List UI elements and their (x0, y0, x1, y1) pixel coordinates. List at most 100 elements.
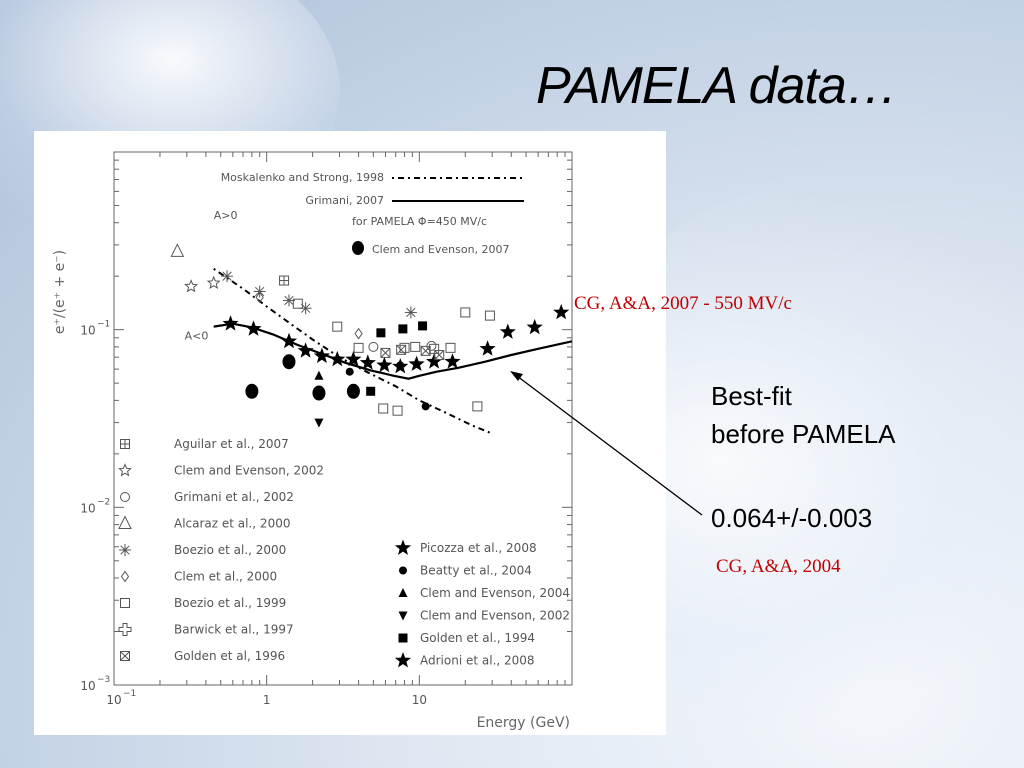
legend-label: Golden et al., 1994 (420, 631, 535, 645)
legend-entry-left: Clem and Evenson, 2002 (118, 463, 324, 478)
data-point (297, 342, 314, 358)
plot-frame (113, 151, 573, 686)
legend-label: Aguilar et al., 2007 (174, 437, 289, 451)
data-point (170, 243, 185, 257)
y-tick-label: 10 −1 (80, 320, 110, 338)
data-point (313, 347, 330, 363)
marker-asterisk-stroke (284, 295, 294, 306)
marker-box-x (434, 350, 445, 360)
y-tick-label-exponent: −1 (97, 320, 110, 330)
marker-star (426, 353, 443, 369)
marker-big-dot (282, 354, 296, 370)
marker-diamond (255, 291, 264, 304)
legend-entry-left: Boezio et al., 2000 (119, 543, 286, 557)
data-point (345, 367, 354, 376)
legend-label: Clem et al., 2000 (174, 570, 277, 584)
marker-box (120, 651, 130, 661)
marker-star (408, 355, 425, 371)
marker-star (444, 353, 461, 369)
data-point (479, 340, 496, 356)
data-point (292, 298, 303, 309)
data-point (398, 324, 408, 334)
marker-filled-triangle-down (314, 418, 324, 428)
marker-open-star (206, 275, 221, 289)
legend-entry-left: Clem et al., 2000 (120, 570, 277, 584)
data-point (410, 341, 421, 352)
marker-square (429, 343, 440, 354)
data-point (499, 323, 516, 339)
legend-label: Golden et al, 1996 (174, 649, 285, 663)
y-tick-label-base: 10 (80, 324, 95, 338)
x-tick-label: 1 (263, 693, 271, 707)
data-point (526, 318, 543, 335)
marker-box-x (380, 348, 391, 358)
marker-star (313, 347, 330, 363)
marker-big-dot (312, 385, 326, 401)
legend-label: Grimani et al., 2002 (174, 490, 294, 504)
marker-filled-triangle-up (314, 370, 324, 380)
marker-filled-square (376, 328, 386, 338)
model-legend-label: for PAMELA Φ=450 MV/c (352, 215, 487, 228)
marker-diamond (120, 570, 130, 583)
marker-star (222, 315, 239, 331)
legend-entry-right: Clem and Evenson, 2004 (398, 586, 570, 600)
marker-square (292, 298, 303, 309)
marker-star (553, 303, 570, 320)
model-line-grimani-2007 (213, 322, 573, 380)
marker-square (392, 405, 403, 416)
legend-entry-left: Boezio et al., 1999 (120, 596, 286, 610)
data-point (445, 342, 456, 353)
legend-label: Boezio et al., 2000 (174, 543, 286, 557)
marker-star (359, 354, 376, 370)
marker-square (399, 342, 410, 353)
legend-marker (118, 623, 132, 636)
y-tick-label-exponent: −2 (97, 497, 110, 507)
marker-square (353, 342, 364, 353)
legend-entry-left: Barwick et al., 1997 (118, 623, 294, 637)
legend-label: Alcaraz et al., 2000 (174, 517, 290, 531)
data-point (444, 353, 461, 369)
bestfit-label-line2: before PAMELA (711, 419, 896, 449)
data-point (376, 356, 393, 373)
legend-entry-right: Golden et al., 1994 (398, 631, 535, 645)
legend-entry-right: Beatty et al., 2004 (399, 564, 532, 578)
marker-square (472, 401, 483, 412)
legend-label: Beatty et al., 2004 (420, 564, 532, 578)
data-point (434, 350, 445, 361)
marker-star (479, 340, 496, 356)
legend-marker (398, 611, 408, 621)
legend-label: Boezio et al., 1999 (174, 596, 286, 610)
chart-panel: 10 −1 1 10 10 −3 10 −2 10 −1 Energy (GeV) e⁺/(e⁺ + … (34, 131, 666, 735)
legend-marker (120, 439, 130, 449)
legend-marker (398, 633, 408, 643)
marker-box (420, 345, 431, 356)
x-axis-label: Energy (GeV) (477, 715, 570, 731)
model-legend-entry: Moskalenko and Strong, 1998 (221, 171, 524, 184)
data-point (484, 310, 495, 321)
region-annotation: A<0 (185, 330, 209, 343)
data-point (421, 402, 430, 411)
marker-filled-square (398, 633, 408, 643)
marker-star (499, 323, 516, 339)
data-point (418, 321, 428, 331)
x-tick-label-base: 10 (412, 693, 427, 707)
marker-asterisk-stroke (406, 307, 416, 318)
y-tick-label-exponent: −3 (97, 675, 110, 685)
marker-open-star (118, 463, 132, 477)
data-point (399, 342, 410, 353)
marker-circle (120, 492, 130, 502)
data-point (329, 350, 346, 367)
legend-marker (120, 651, 130, 661)
marker-asterisk-stroke (120, 545, 130, 555)
data-point (354, 327, 363, 340)
model-legend-entry: Grimani, 2007 (305, 194, 524, 207)
marker-square (120, 598, 130, 608)
legend-marker (118, 515, 132, 529)
x-tick-label-base: 10 (106, 693, 121, 707)
model-legend-label: Grimani, 2007 (305, 194, 384, 207)
legend-entry-right: Clem and Evenson, 2002 (398, 609, 570, 623)
marker-diamond (354, 327, 363, 340)
legend-entry-left: Grimani et al., 2002 (120, 490, 294, 504)
data-point (396, 344, 407, 355)
y-tick-label-base: 10 (80, 679, 95, 693)
